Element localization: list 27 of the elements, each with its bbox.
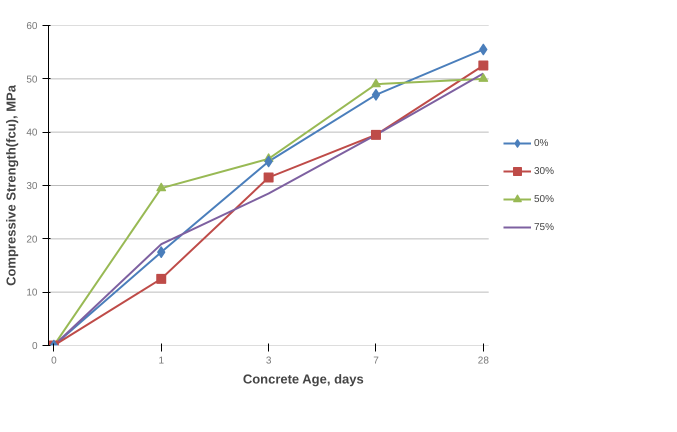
y-tick-label: 60 (26, 21, 38, 32)
x-tick-label: 0 (51, 356, 58, 366)
point (478, 73, 488, 82)
x-axis-title: Concrete Age, days (242, 372, 364, 386)
point (370, 78, 381, 88)
y-tick-label: 30 (26, 181, 38, 192)
y-tick-label: 10 (26, 288, 38, 299)
point (372, 88, 380, 101)
x-tick-label: 7 (373, 356, 380, 366)
x-tick-label: 28 (478, 356, 490, 366)
y-tick-label: 0 (32, 341, 38, 352)
x-tick-label: 3 (266, 356, 272, 366)
y-tick-label: 40 (26, 128, 38, 139)
point (370, 130, 381, 140)
legend-label: 50% (534, 194, 554, 204)
legend-label: 0% (534, 138, 550, 148)
point (156, 182, 166, 192)
y-tick-label: 50 (26, 74, 38, 86)
x-tick-label: 1 (158, 356, 164, 366)
point (479, 44, 488, 56)
point (264, 172, 274, 182)
y-tick-label: 20 (26, 234, 38, 246)
point (264, 156, 273, 168)
y-axis-title: Compressive Strength(fcu), MPa (3, 84, 18, 286)
legend-label: 75% (534, 222, 554, 232)
point (478, 60, 488, 70)
legend-label: 30% (534, 166, 554, 176)
